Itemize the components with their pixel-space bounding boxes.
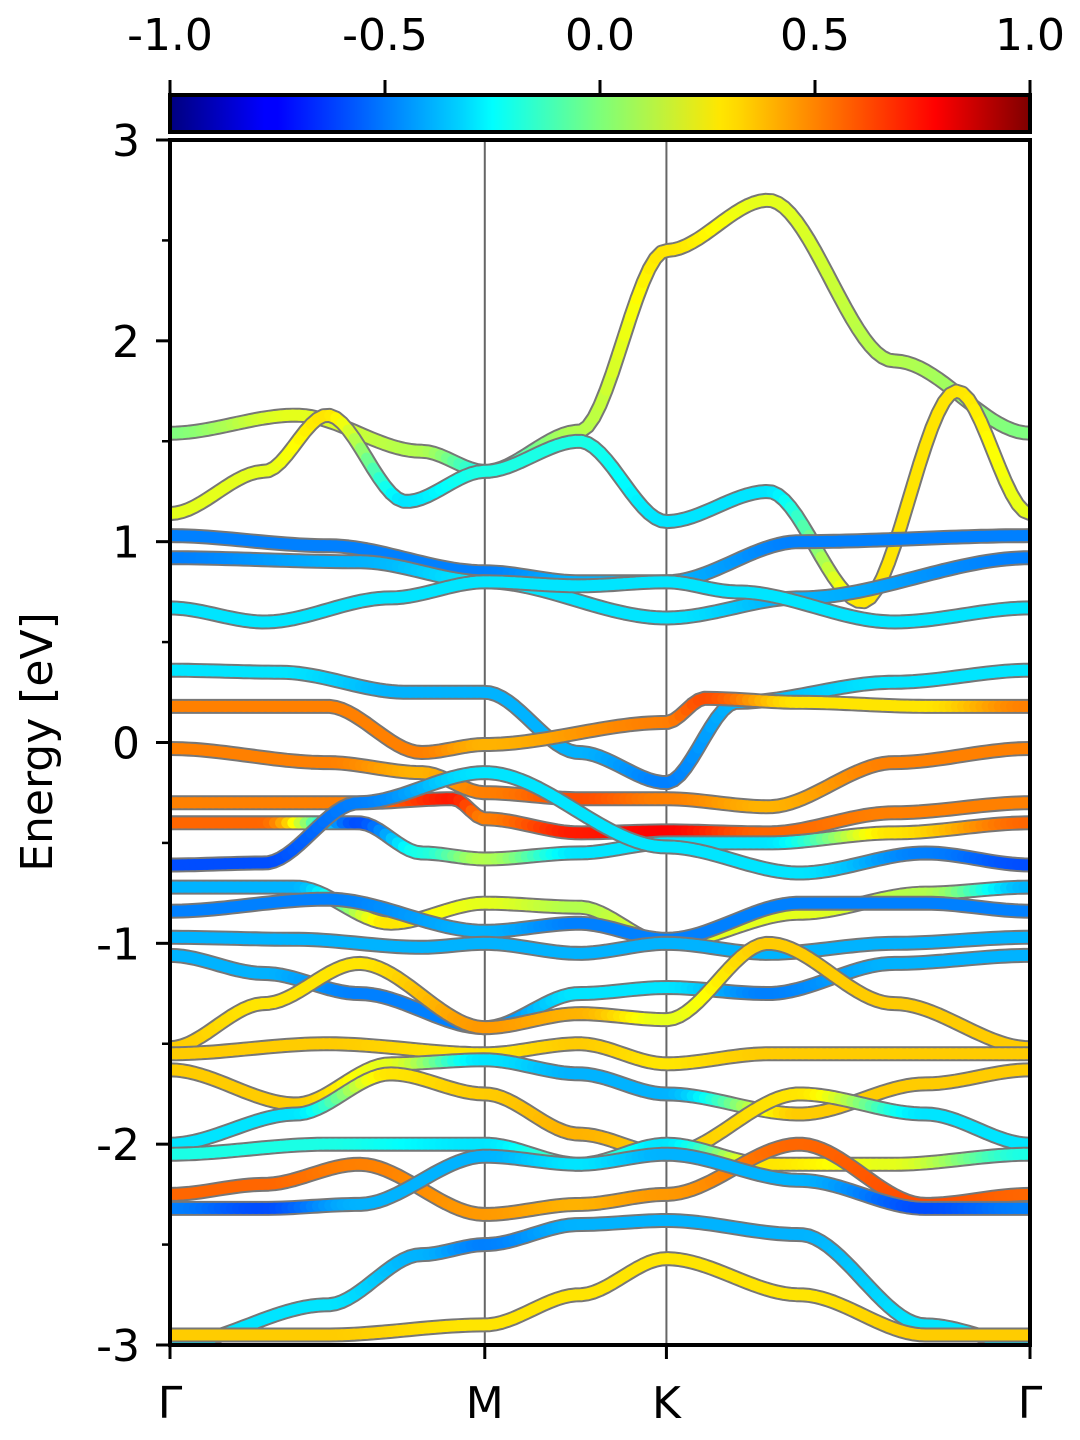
band-line: [170, 1052, 1030, 1122]
band-line: [170, 935, 1030, 1056]
y-tick-label: -1: [96, 919, 140, 970]
x-tick-label: Γ: [1018, 1378, 1043, 1429]
colorbar: -1.0 -0.5 0.0 0.5 1.0: [127, 10, 1065, 134]
band-line: [170, 1036, 1030, 1072]
band-outline: [170, 1251, 1030, 1343]
y-axis-label: Energy [eV]: [12, 612, 63, 872]
band-line: [170, 1251, 1030, 1343]
colorbar-ticks: -1.0 -0.5 0.0 0.5 1.0: [127, 10, 1065, 95]
band-line: [170, 1146, 1030, 1216]
band-line: [170, 929, 1030, 961]
band-lines: [170, 192, 1030, 1345]
band-line: [170, 765, 1030, 881]
x-tick-label: M: [466, 1378, 504, 1429]
colorbar-gradient: [168, 93, 1032, 134]
y-axis: 3 2 1 0 -1 -2 -3: [96, 116, 170, 1372]
colorbar-tick-label: 0.0: [565, 10, 635, 61]
colorbar-tick-label: 1.0: [995, 10, 1065, 61]
band-line: [170, 574, 1030, 630]
y-tick-label: 0: [112, 719, 140, 770]
y-tick-label: -3: [96, 1321, 140, 1372]
y-tick-label: 2: [112, 317, 140, 368]
plot-area: [168, 138, 1032, 1347]
band-line: [170, 741, 1030, 815]
y-tick-label: 1: [112, 518, 140, 569]
x-tick-label: Γ: [158, 1378, 183, 1429]
band-line: [170, 690, 1030, 760]
colorbar-tick-label: -0.5: [342, 10, 428, 61]
y-tick-label: 3: [112, 116, 140, 167]
colorbar-tick-label: -1.0: [127, 10, 213, 61]
colorbar-tick-label: 0.5: [780, 10, 850, 61]
y-tick-label: -2: [96, 1120, 140, 1171]
x-tick-label: K: [652, 1378, 682, 1429]
